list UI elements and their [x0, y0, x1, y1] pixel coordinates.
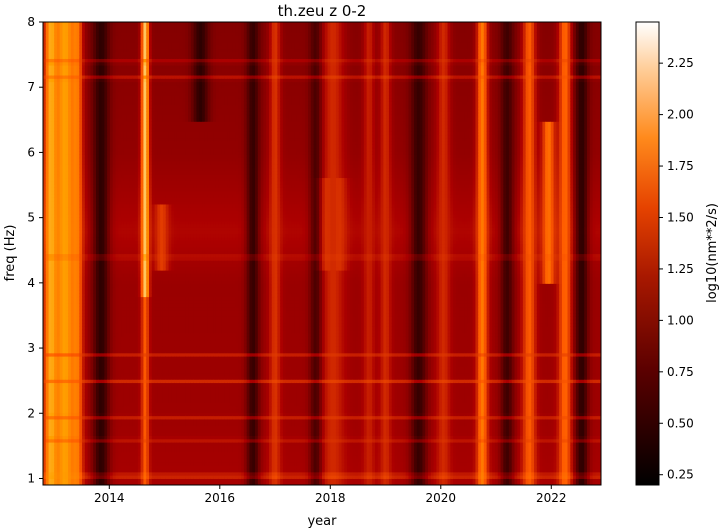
- heatmap-area: [43, 22, 602, 486]
- chart-title: th.zeu z 0-2: [278, 2, 367, 20]
- heatmap-cells: [43, 22, 602, 486]
